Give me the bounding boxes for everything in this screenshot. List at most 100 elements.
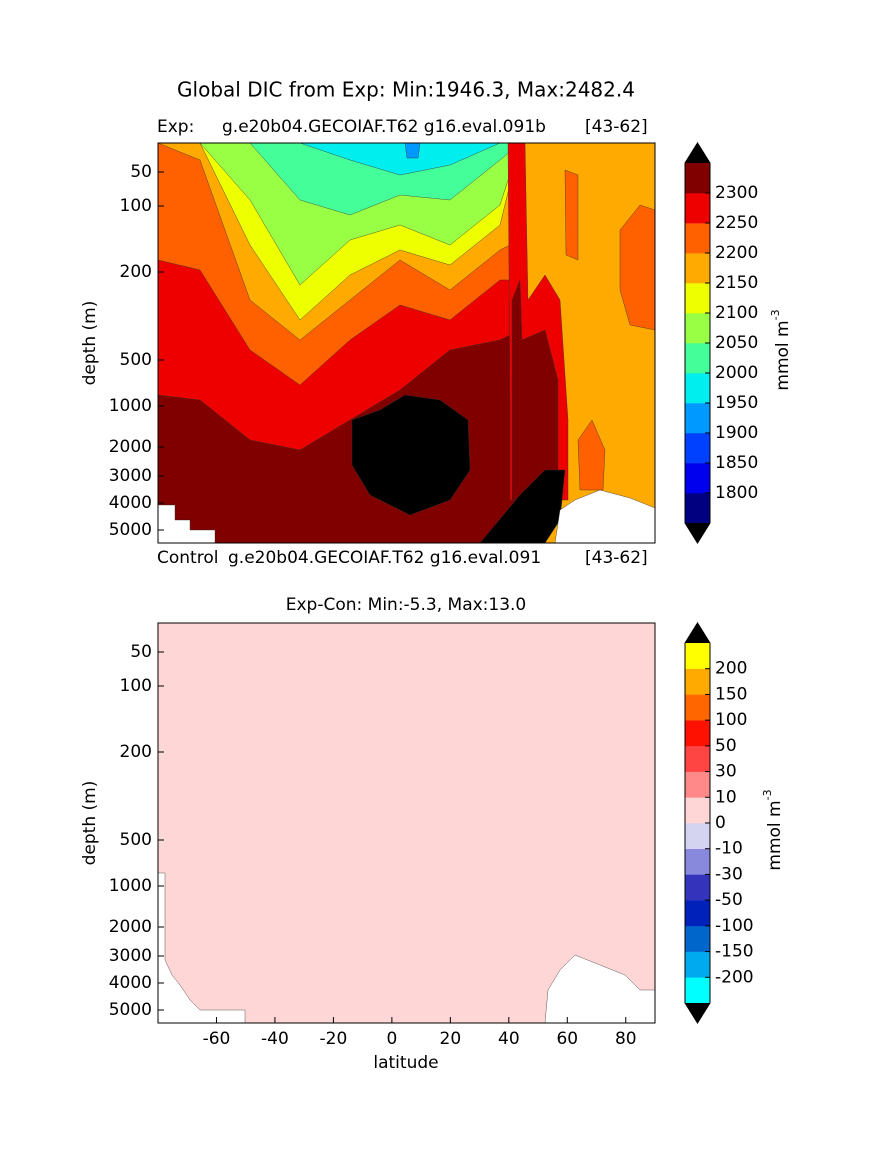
colorbar-segment xyxy=(685,977,710,1004)
colorbar-tick-label: -30 xyxy=(715,864,743,884)
colorbar-tick-label: 30 xyxy=(715,762,737,782)
run-name: g.e20b04.GECOIAF.T62 g16.eval.091b xyxy=(222,117,546,137)
colorbar-segment xyxy=(685,925,710,952)
contour-region xyxy=(577,419,606,491)
colorbar-segment xyxy=(685,403,710,434)
colorbar-segment xyxy=(685,253,710,284)
colorbar-unit: mmol m xyxy=(773,320,793,390)
colorbar-tick-label: 1900 xyxy=(715,423,758,443)
colorbar-tick-label: 2250 xyxy=(715,213,758,233)
colorbar-segment xyxy=(685,951,710,978)
figure-title: Global DIC from Exp: Min:1946.3, Max:248… xyxy=(177,78,635,102)
colorbar-tick-label: -10 xyxy=(715,839,743,859)
colorbar-tick-label: 1850 xyxy=(715,453,758,473)
colorbar-tick-label: 150 xyxy=(715,684,747,704)
colorbar-exponent: -3 xyxy=(769,309,782,320)
colorbar-extension xyxy=(685,1003,710,1023)
colorbar-unit: mmol m xyxy=(765,800,785,870)
panel-label: Control xyxy=(157,548,218,568)
plot-frame xyxy=(157,142,656,544)
x-axis-label: latitude xyxy=(373,1053,438,1073)
colorbar-segment xyxy=(685,694,710,721)
colorbar-segment xyxy=(685,313,710,344)
y-tick-label: 50 xyxy=(130,162,152,182)
colorbar-label: mmol m-3 xyxy=(769,309,793,390)
y-tick-label: 500 xyxy=(120,350,152,370)
y-tick-label: 2000 xyxy=(109,437,152,457)
y-tick-label: 1000 xyxy=(109,876,152,896)
colorbar-tick-label: 10 xyxy=(715,787,737,807)
colorbar-segment xyxy=(685,797,710,824)
y-axis-label: depth (m) xyxy=(80,781,100,866)
colorbar-segment xyxy=(685,668,710,695)
y-tick-label: 200 xyxy=(120,262,152,282)
contour-region xyxy=(564,169,579,261)
colorbar-segment xyxy=(685,433,710,464)
colorbar-tick-label: 1800 xyxy=(715,483,758,503)
x-tick-label: -40 xyxy=(261,1029,289,1049)
colorbar-segment xyxy=(685,463,710,494)
colorbar-tick-label: 200 xyxy=(715,659,747,679)
x-tick-label: 40 xyxy=(498,1029,520,1049)
period: [43-62] xyxy=(585,117,648,137)
colorbar-tick-label: 2200 xyxy=(715,243,758,263)
x-tick-label: -20 xyxy=(320,1029,348,1049)
contour-region xyxy=(404,142,421,159)
colorbar-tick-label: 1950 xyxy=(715,393,758,413)
run-name: g.e20b04.GECOIAF.T62 g16.eval.091 xyxy=(228,548,541,568)
x-tick-label: 80 xyxy=(615,1029,637,1049)
y-tick-label: 500 xyxy=(120,830,152,850)
colorbar-tick-label: 2050 xyxy=(715,333,758,353)
colorbar-tick-label: 2150 xyxy=(715,273,758,293)
period: [43-62] xyxy=(585,548,648,568)
colorbar-tick-label: -200 xyxy=(715,967,754,987)
y-tick-label: 5000 xyxy=(109,520,152,540)
colorbar-segment xyxy=(685,163,710,194)
colorbar-extension xyxy=(685,623,710,643)
colorbar-segment xyxy=(685,343,710,374)
y-tick-label: 3000 xyxy=(109,946,152,966)
y-tick-label: 3000 xyxy=(109,466,152,486)
colorbar-segment xyxy=(685,900,710,927)
colorbar-frame xyxy=(684,622,711,1024)
x-tick-label: 60 xyxy=(556,1029,578,1049)
contour-region xyxy=(351,394,471,516)
y-tick-label: 5000 xyxy=(109,1000,152,1020)
colorbar-tick-label: 2300 xyxy=(715,183,758,203)
colorbar-exponent: -3 xyxy=(761,789,774,800)
colorbar-segment xyxy=(685,223,710,254)
colorbar-segment xyxy=(685,373,710,404)
colorbar-tick-label: 100 xyxy=(715,710,747,730)
colorbar-segment xyxy=(685,493,710,524)
colorbar-extension xyxy=(685,523,710,543)
colorbar-segment xyxy=(685,874,710,901)
y-tick-label: 4000 xyxy=(109,973,152,993)
colorbar-segment xyxy=(685,771,710,798)
colorbar-tick-label: 0 xyxy=(715,813,726,833)
colorbar-tick-label: 50 xyxy=(715,736,737,756)
panel-title: Exp-Con: Min:-5.3, Max:13.0 xyxy=(286,595,527,615)
colorbar-tick-label: -100 xyxy=(715,916,754,936)
colorbar-segment xyxy=(685,283,710,314)
y-tick-label: 1000 xyxy=(109,396,152,416)
x-tick-label: 0 xyxy=(386,1029,397,1049)
colorbar-segment xyxy=(685,848,710,875)
colorbar-tick-label: 2100 xyxy=(715,303,758,323)
colorbar-extension xyxy=(685,143,710,163)
plot-frame xyxy=(157,622,656,1024)
y-tick-label: 50 xyxy=(130,642,152,662)
x-tick-label: -60 xyxy=(203,1029,231,1049)
y-tick-label: 100 xyxy=(120,676,152,696)
y-tick-label: 200 xyxy=(120,742,152,762)
y-tick-label: 4000 xyxy=(109,493,152,513)
y-axis-label: depth (m) xyxy=(80,301,100,386)
x-tick-label: 20 xyxy=(440,1029,462,1049)
colorbar-segment xyxy=(685,193,710,224)
colorbar-segment xyxy=(685,745,710,772)
colorbar-segment xyxy=(685,823,710,850)
colorbar-segment xyxy=(685,643,710,670)
colorbar-frame xyxy=(684,142,711,544)
y-tick-label: 100 xyxy=(120,196,152,216)
colorbar-tick-label: 2000 xyxy=(715,363,758,383)
